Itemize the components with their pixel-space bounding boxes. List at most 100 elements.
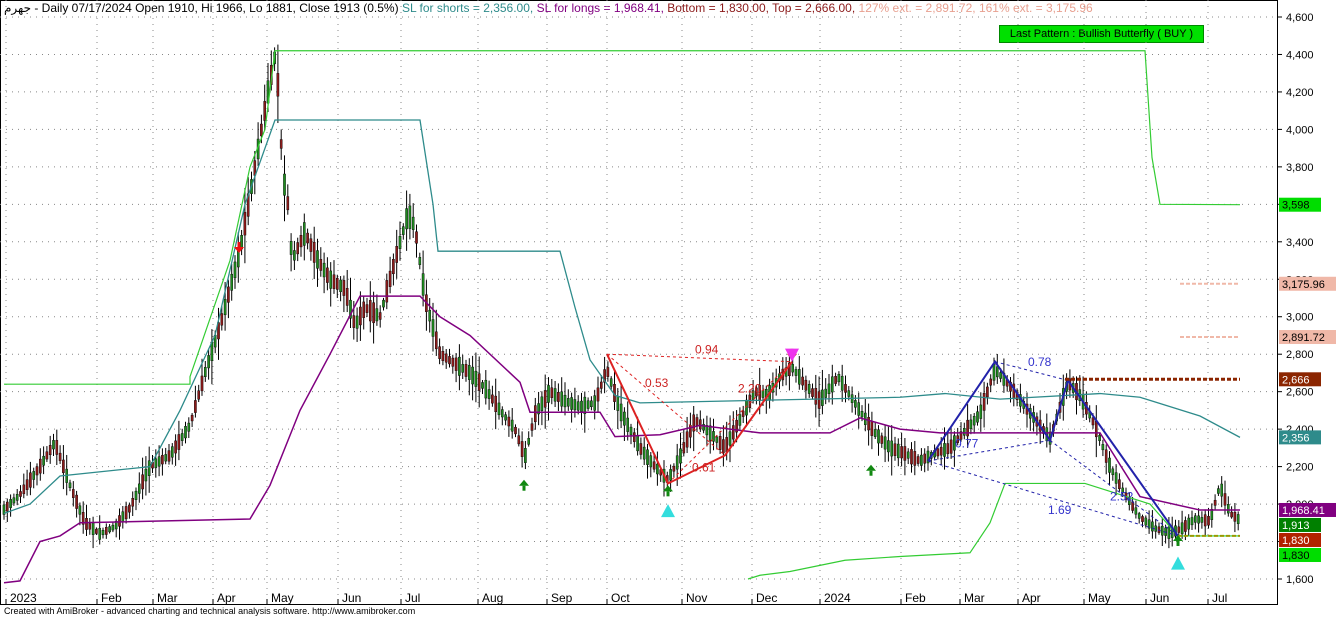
candle-body — [840, 375, 844, 391]
ratio-label: 0.77 — [955, 436, 979, 450]
candle-body — [633, 432, 636, 442]
candle-body — [177, 434, 181, 450]
candle-body — [619, 403, 623, 422]
candle-body — [147, 460, 151, 476]
candle-body — [293, 250, 296, 261]
candle-body — [616, 396, 620, 411]
x-tick-label: Dec — [756, 591, 777, 605]
y-tick-label: 3,000 — [1286, 312, 1314, 324]
candle-body — [35, 466, 39, 476]
candle-body — [355, 315, 359, 329]
candle-body — [332, 274, 336, 289]
candle-body — [755, 387, 758, 397]
candle-body — [623, 411, 626, 426]
candle-body — [477, 373, 481, 391]
candle-body — [900, 446, 903, 459]
candle-body — [283, 173, 286, 196]
candle-body — [590, 400, 593, 408]
candle-body — [161, 454, 164, 465]
candle-body — [959, 431, 963, 440]
candle-body — [62, 459, 65, 474]
candle-body — [1167, 526, 1171, 539]
candle-body — [880, 435, 884, 444]
candle-body — [190, 414, 194, 422]
candle-body — [1193, 515, 1197, 523]
candle-body — [233, 261, 237, 279]
candle-body — [963, 428, 966, 436]
candle-body — [972, 416, 976, 426]
candle-body — [969, 419, 973, 430]
price-label-bg — [1279, 330, 1336, 345]
candle-body — [1157, 526, 1161, 533]
ratio-label: 0.61 — [692, 461, 716, 475]
candle-body — [603, 369, 606, 383]
candle-body — [873, 429, 877, 437]
candle-body — [197, 390, 201, 400]
price-label: 2,356 — [1282, 432, 1310, 444]
candle-body — [418, 257, 422, 265]
candle-body — [289, 240, 293, 255]
candle-body — [1197, 515, 1200, 524]
candle-body — [976, 411, 979, 423]
candle-body — [91, 522, 95, 535]
header-ohlc: - Daily 07/17/2024 Open 1910, Hi 1966, L… — [34, 1, 399, 15]
candle-body — [514, 426, 517, 435]
candle-body — [22, 484, 26, 495]
price-label: 3,598 — [1282, 200, 1310, 212]
candle-body — [438, 346, 441, 359]
candle-body — [415, 231, 418, 244]
candle-body — [164, 454, 168, 462]
candle-body — [104, 527, 108, 535]
candle-body — [831, 376, 834, 393]
x-tick-label: 2024 — [824, 591, 851, 605]
candle-body — [1121, 487, 1124, 494]
candle-body — [194, 400, 197, 413]
header-ext127: 127% ext. = 2,891.72, — [858, 1, 976, 15]
header-sl-shorts: SL for shorts = 2,356.00, — [401, 1, 534, 15]
candle-body — [887, 440, 890, 453]
pattern1-diag — [606, 353, 726, 456]
candle-body — [725, 437, 728, 453]
candle-body — [1114, 472, 1118, 484]
plot-frame — [0, 0, 1278, 605]
candle-body — [19, 491, 22, 497]
candle-body — [1184, 520, 1187, 532]
candle-body — [672, 465, 676, 472]
sell-arrow-stem — [237, 242, 241, 248]
price-label: 1,830 — [1282, 550, 1310, 562]
price-label-bg — [1279, 547, 1321, 562]
candle-body — [461, 364, 465, 373]
candle-body — [639, 443, 643, 455]
candle-body — [200, 375, 204, 392]
candle-body — [448, 356, 451, 365]
x-tick-label: Apr — [217, 591, 236, 605]
price-label-bg — [1279, 517, 1321, 532]
candle-body — [180, 433, 184, 441]
candle-body — [837, 374, 841, 383]
candle-body — [649, 455, 653, 468]
candle-body — [609, 378, 613, 387]
x-tick-label: 2023 — [10, 591, 37, 605]
candle-body — [1108, 457, 1111, 473]
candle-body — [402, 226, 405, 235]
candle-body — [530, 423, 534, 431]
candle-body — [428, 309, 432, 322]
candle-body — [75, 494, 78, 509]
candle-body — [203, 366, 207, 378]
candle-body — [141, 474, 144, 490]
y-tick-label: 4,200 — [1286, 87, 1314, 99]
candle-body — [718, 436, 722, 450]
candle-body — [131, 498, 135, 507]
candle-body — [12, 497, 16, 504]
candle-body — [1230, 511, 1233, 518]
candle-body — [510, 419, 514, 432]
candle-body — [468, 365, 471, 380]
x-tick-label: Feb — [101, 591, 122, 605]
candle-body — [329, 270, 333, 289]
pattern2-diag — [1049, 439, 1179, 537]
candle-body — [560, 391, 563, 407]
candle-body — [421, 273, 425, 296]
candle-body — [570, 397, 573, 410]
candle-body — [491, 394, 494, 404]
candle-body — [487, 389, 491, 399]
